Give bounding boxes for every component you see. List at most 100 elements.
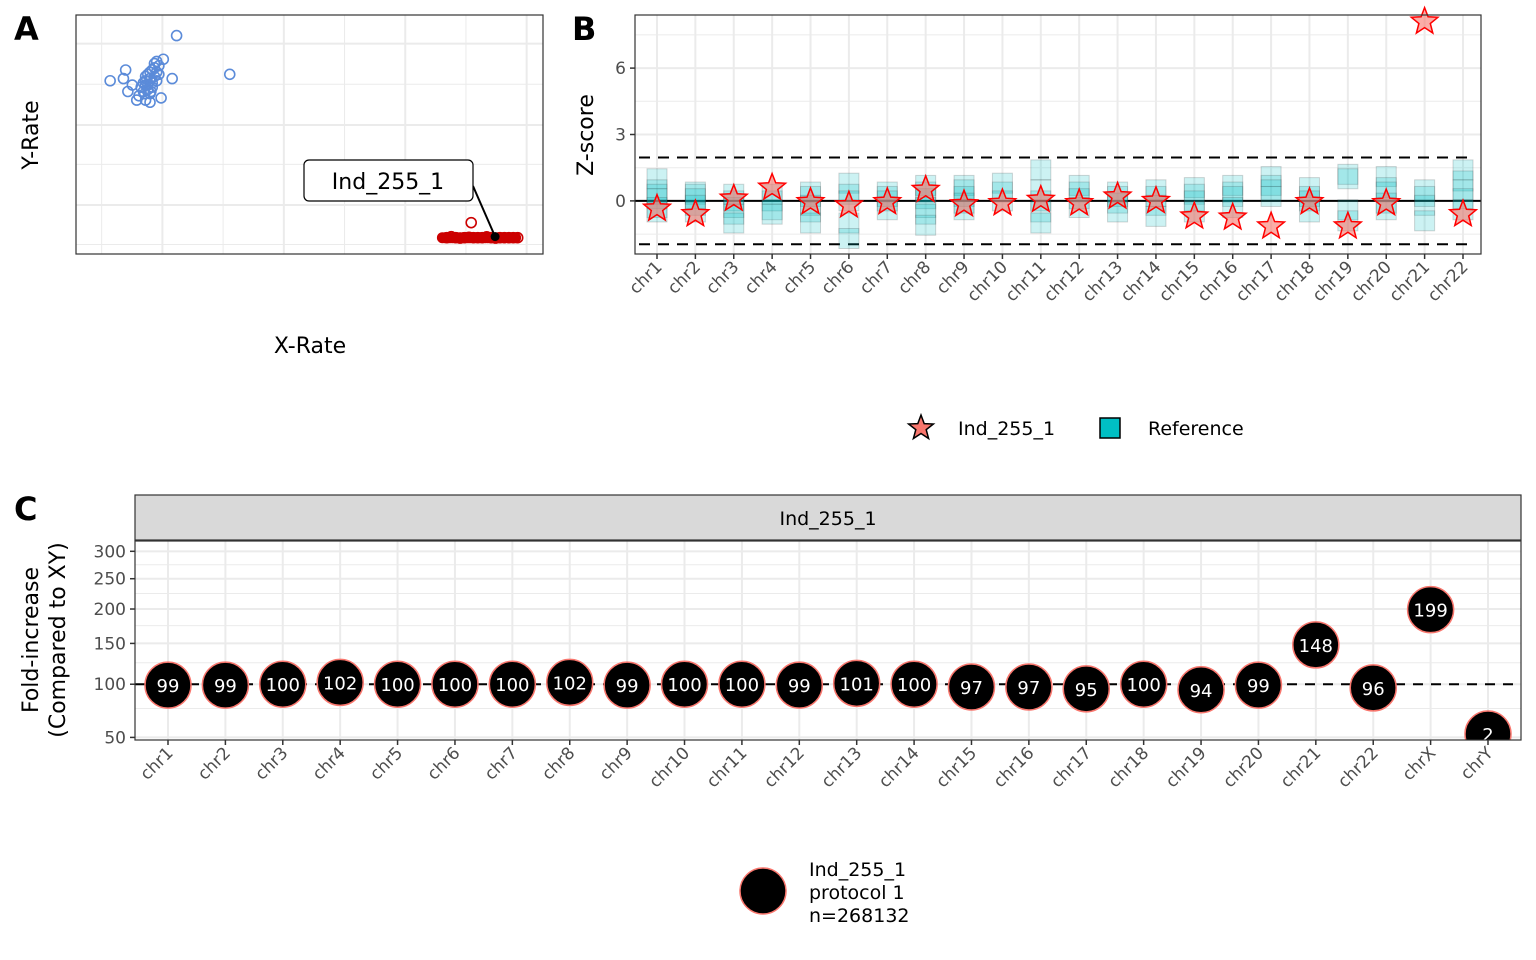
sample-star-chr14 [1140, 184, 1172, 214]
data-point-chr17 [1062, 665, 1111, 713]
x-tick-label: chr21 [1277, 743, 1326, 792]
data-label-chr13: 101 [840, 674, 874, 695]
data-point-chr8 [545, 658, 594, 707]
annotation-label: Ind_255_1 [332, 170, 444, 195]
data-label-chr15: 97 [960, 678, 983, 699]
sample-star-chr1 [641, 192, 673, 222]
sample-star-chr5 [795, 185, 826, 215]
y-tick-label: 150 [94, 634, 126, 654]
sample-star-chr20 [1370, 187, 1402, 217]
panel-a-scatter: Ind_255_1 X-Rate Y-Rate [19, 14, 544, 359]
annotation-leader-line [472, 185, 497, 238]
panel-tag-a: A [14, 10, 39, 48]
data-label-chr3: 100 [266, 675, 300, 696]
data-label-chr11: 100 [725, 675, 759, 696]
x-tick-label: chr20 [1347, 257, 1396, 306]
y-tick-label: 0 [615, 192, 626, 212]
sample-star-chr18 [1294, 185, 1325, 215]
data-label-chr4: 102 [323, 673, 357, 694]
sample-star-chr19 [1332, 210, 1364, 240]
data-point-chr3 [259, 660, 307, 708]
x-tick-label: chr6 [424, 743, 465, 784]
x-tick-label: chr2 [194, 743, 235, 784]
x-tick-label: chrX [1399, 743, 1441, 785]
highlight-annotation: Ind_255_1 [303, 159, 500, 242]
panel-c-legend: Ind_255_1 protocol 1 n=268132 [739, 859, 910, 927]
x-tick-label: chr8 [538, 743, 579, 784]
reference-square [1452, 159, 1474, 181]
sample-star-chr21 [1409, 5, 1440, 35]
y-tick-label: 200 [94, 600, 126, 620]
data-point-chr7 [488, 660, 537, 708]
data-label-chr18: 100 [1126, 675, 1160, 696]
x-tick-label: chr4 [309, 743, 350, 784]
x-tick-label: chr19 [1309, 257, 1358, 306]
x-tick-label: chr16 [1194, 257, 1243, 306]
data-point-male-cluster [144, 66, 156, 78]
data-label-chr16: 97 [1017, 678, 1040, 699]
sample-star-chr10 [987, 187, 1018, 217]
data-point-chr4 [316, 658, 364, 707]
reference-square [1337, 163, 1359, 185]
data-point-chr15 [947, 663, 996, 711]
reference-square [915, 203, 937, 225]
data-label-chr9: 99 [616, 676, 639, 697]
sample-star-chr22 [1447, 198, 1479, 228]
reference-square [1222, 174, 1244, 196]
data-point-chrX [1406, 585, 1455, 634]
x-tick-label: chr10 [963, 257, 1012, 306]
legend-square-icon [1099, 417, 1121, 439]
data-label-chr1: 99 [157, 676, 180, 697]
data-point-chr2 [201, 661, 250, 709]
data-label-chr17: 95 [1075, 680, 1098, 701]
sample-star-chr8 [910, 173, 941, 203]
x-axis-title: X-Rate [274, 334, 346, 359]
y-tick-label: 100 [94, 675, 126, 695]
sample-star-chr12 [1063, 187, 1095, 217]
panel-a-background [76, 15, 543, 254]
panel-c-fold-increase: Ind_255_1 99 99 100 102 100 100 100 102 99 100 100… [19, 494, 1522, 927]
x-tick-label: chr2 [664, 257, 705, 298]
x-tick-label: chr19 [1162, 743, 1211, 792]
facet-strip [134, 494, 1522, 541]
x-tick-label: chr8 [894, 257, 935, 298]
x-tick-label: chr22 [1424, 257, 1473, 306]
data-point-chr11 [718, 660, 766, 708]
annotation-label-box [303, 159, 474, 202]
reference-square [1260, 174, 1282, 196]
reference-square [915, 197, 937, 219]
data-point-female-cluster [465, 216, 477, 229]
data-point-chr21 [1292, 621, 1340, 669]
data-point-chr12 [775, 661, 824, 709]
x-tick-label: chr3 [702, 257, 743, 298]
data-label-chrY: 2 [1482, 725, 1493, 746]
panel-b-sample-stars [641, 5, 1479, 240]
legend-line-protocol: protocol 1 [809, 882, 905, 904]
data-point-chr13 [832, 659, 881, 708]
data-point-male-cluster [145, 85, 157, 98]
x-tick-label: chr22 [1334, 743, 1383, 792]
reference-square [1337, 168, 1359, 190]
reference-square [800, 212, 822, 234]
reference-square [1375, 166, 1397, 188]
data-point-male-cluster [223, 68, 236, 81]
reference-square [761, 199, 783, 221]
x-tick-label: chr5 [366, 743, 407, 784]
panel-b-zscore: 0 3 6 chr1chr2chr3chr4chr5chr6chr7chr8chr9… [574, 5, 1482, 441]
x-tick-label: chr15 [932, 743, 981, 792]
highlight-point [490, 232, 500, 242]
x-tick-label: chr11 [703, 743, 752, 792]
x-tick-label: chr20 [1219, 743, 1268, 792]
x-tick-label: chr4 [741, 257, 782, 298]
data-point-male-cluster [157, 53, 170, 66]
panel-c-background [135, 541, 1521, 740]
data-label-chr10: 100 [667, 675, 701, 696]
panel-b-reference-lines [635, 156, 1481, 246]
x-tick-label: chr7 [856, 257, 897, 298]
x-tick-label: chr9 [596, 743, 637, 784]
reference-square [1030, 212, 1052, 234]
data-point-chr19 [1177, 666, 1225, 714]
x-tick-label: chr1 [626, 257, 667, 298]
x-tick-label: chr17 [1232, 257, 1281, 306]
sample-star-chr13 [1102, 180, 1133, 210]
